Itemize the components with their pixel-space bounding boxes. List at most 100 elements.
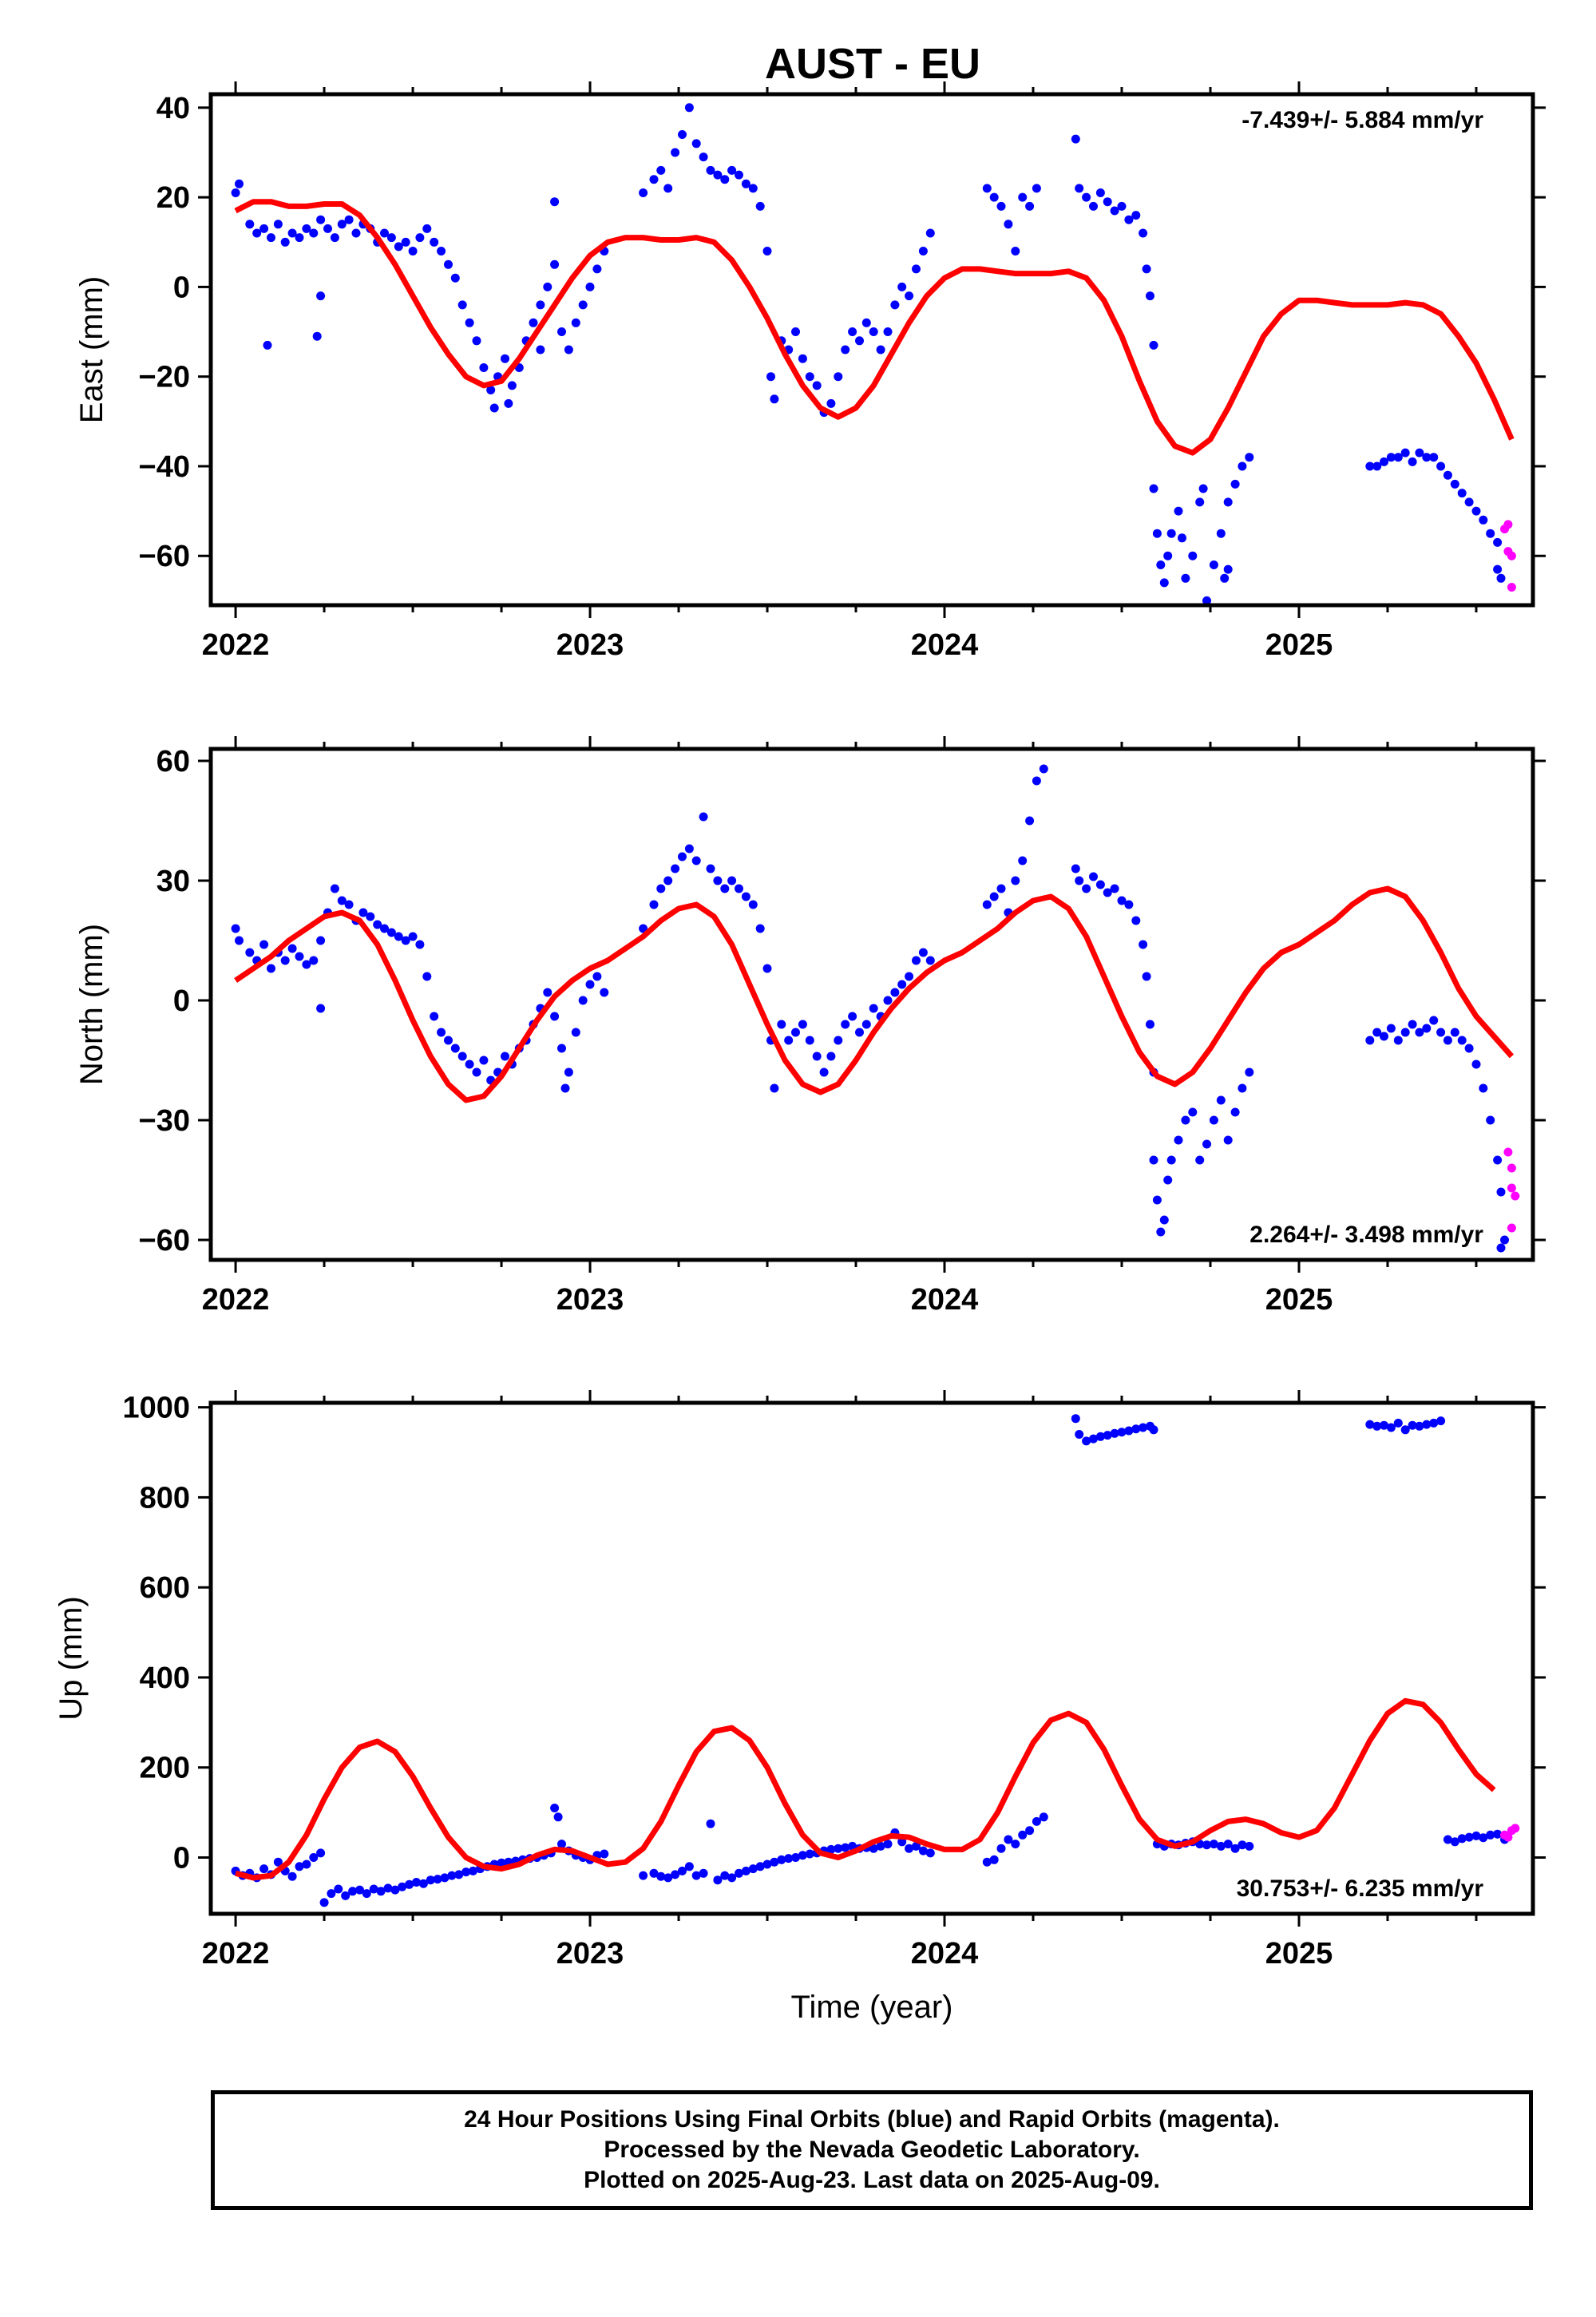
up-final-point	[316, 1848, 326, 1858]
up-final-point	[713, 1875, 723, 1885]
east-final-point	[401, 237, 410, 247]
up-final-point	[334, 1884, 343, 1894]
north-final-point	[912, 956, 921, 965]
east-y-tick-label: 40	[156, 92, 190, 125]
up-final-point	[706, 1819, 715, 1828]
north-final-point	[1156, 1227, 1166, 1237]
up-y-tick-label: 1000	[122, 1392, 190, 1425]
up-x-tick-label: 2024	[911, 1937, 979, 1970]
north-final-point	[316, 1004, 326, 1013]
north-final-point	[741, 892, 750, 901]
footer-line-2: Processed by the Nevada Geodetic Laborat…	[604, 2137, 1140, 2163]
north-final-point	[678, 852, 687, 861]
east-final-point	[1223, 564, 1233, 574]
north-final-point	[415, 940, 425, 949]
north-final-point	[1159, 1215, 1169, 1225]
north-final-point	[1011, 876, 1020, 885]
up-final-point	[748, 1864, 758, 1874]
north-final-point	[1032, 776, 1041, 786]
north-final-point	[267, 964, 275, 973]
up-final-point	[1103, 1431, 1112, 1440]
north-final-point	[1117, 896, 1127, 905]
north-final-point	[309, 956, 319, 965]
east-final-point	[897, 282, 907, 291]
up-final-point	[989, 1855, 999, 1864]
north-final-point	[235, 936, 244, 945]
east-x-tick-label: 2023	[556, 628, 624, 662]
east-final-point	[890, 300, 900, 310]
east-final-point	[386, 233, 396, 243]
north-final-point	[1095, 880, 1105, 889]
up-final-point	[1209, 1840, 1218, 1849]
up-final-point	[362, 1889, 371, 1899]
north-final-point	[330, 884, 339, 893]
footer-line-3: Plotted on 2025-Aug-23. Last data on 202…	[584, 2167, 1160, 2193]
east-final-point	[504, 398, 513, 408]
up-final-point	[791, 1853, 800, 1862]
east-plot-area	[231, 103, 1516, 605]
east-final-point	[1032, 184, 1041, 193]
north-x-tick-label: 2023	[556, 1283, 624, 1317]
north-final-point	[1142, 972, 1151, 981]
up-rapid-point	[1511, 1824, 1520, 1833]
up-final-point	[925, 1848, 935, 1858]
east-final-point	[1380, 457, 1388, 466]
east-final-point	[295, 233, 304, 243]
east-y-tick-label: −60	[139, 540, 190, 573]
east-final-point	[507, 381, 517, 390]
east-final-point	[1117, 201, 1127, 211]
east-final-point	[1075, 184, 1084, 193]
north-final-point	[1415, 1028, 1424, 1037]
north-final-point	[1149, 1155, 1158, 1165]
north-rapid-point	[1507, 1223, 1516, 1233]
up-final-point	[1380, 1420, 1388, 1430]
up-final-point	[557, 1840, 566, 1849]
north-final-point	[366, 912, 375, 921]
east-final-point	[550, 259, 560, 269]
up-final-point	[454, 1870, 464, 1879]
up-final-point	[355, 1885, 364, 1895]
north-final-point	[982, 900, 992, 909]
east-final-point	[720, 175, 730, 184]
up-y-tick-label: 0	[173, 1842, 190, 1875]
east-final-point	[1245, 453, 1254, 462]
north-final-point	[444, 1036, 453, 1045]
up-final-point	[1004, 1835, 1013, 1844]
north-final-point	[344, 900, 354, 909]
east-final-point	[855, 336, 864, 346]
east-final-point	[465, 318, 474, 327]
up-final-point	[319, 1898, 329, 1907]
north-final-point	[1110, 884, 1119, 893]
up-x-tick-label: 2022	[202, 1937, 270, 1970]
east-final-point	[252, 228, 262, 238]
up-final-point	[834, 1844, 843, 1853]
north-final-point	[905, 972, 914, 981]
up-final-point	[770, 1857, 779, 1867]
east-final-point	[1139, 228, 1148, 238]
north-final-point	[1386, 1024, 1396, 1033]
east-y-axis-label: East (mm)	[74, 276, 109, 423]
east-final-point	[1238, 461, 1247, 471]
east-final-point	[450, 273, 460, 283]
up-final-point	[1486, 1830, 1495, 1840]
up-rate-annotation: 30.753+/- 6.235 mm/yr	[1237, 1875, 1484, 1902]
north-final-point	[1103, 888, 1112, 897]
east-final-point	[457, 300, 467, 310]
up-final-point	[341, 1891, 350, 1900]
north-final-point	[671, 864, 680, 873]
up-final-point	[784, 1854, 794, 1864]
east-final-point	[770, 394, 779, 404]
up-panel: 2022 2023 2024 2025 0 200 400 600 800 1000 Up (mm)…	[53, 1390, 1546, 2025]
east-final-point	[287, 228, 297, 238]
north-final-point	[861, 1020, 871, 1029]
north-x-tick-label: 2025	[1265, 1283, 1333, 1317]
east-final-point	[649, 175, 659, 184]
east-final-point	[323, 224, 332, 233]
up-final-point	[805, 1849, 814, 1859]
east-final-point	[656, 165, 666, 175]
north-final-point	[1429, 1016, 1439, 1025]
up-final-point	[639, 1871, 648, 1880]
east-final-point	[550, 197, 560, 207]
up-y-tick-label: 400	[140, 1662, 190, 1695]
up-final-point	[678, 1866, 687, 1875]
